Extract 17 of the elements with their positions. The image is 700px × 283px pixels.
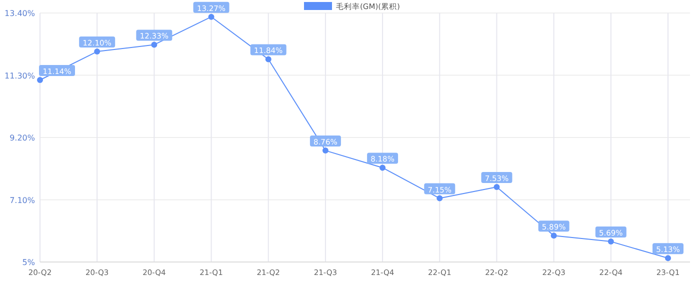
y-tick-label: 13.40% <box>4 9 36 18</box>
point <box>494 184 500 190</box>
point <box>265 56 272 62</box>
point <box>322 148 328 154</box>
point <box>550 232 557 239</box>
point <box>436 195 443 202</box>
y-tick-label: 11.30% <box>4 71 36 80</box>
point <box>380 164 386 171</box>
point <box>208 14 214 20</box>
point <box>665 255 671 262</box>
y-tick-label: 5% <box>22 258 36 267</box>
y-tick-label: 9.20% <box>10 134 36 142</box>
point <box>94 48 100 55</box>
point <box>151 42 158 48</box>
point <box>37 76 43 83</box>
point <box>608 238 614 245</box>
y-tick-label: 7.10% <box>10 196 36 205</box>
